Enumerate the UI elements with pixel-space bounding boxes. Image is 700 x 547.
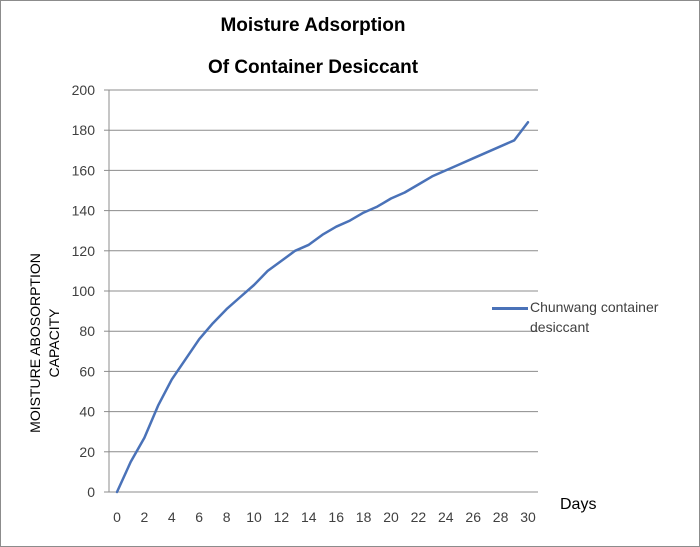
chart-title-line-1: Moisture Adsorption [220,15,406,36]
axes [104,89,538,493]
x-tick-label-12: 12 [274,509,290,525]
x-tick-label-8: 8 [223,509,231,525]
y-tick-label-0: 0 [87,484,95,500]
y-tick-label-40: 40 [79,404,95,420]
series-line-0 [115,120,530,494]
x-tick-label-6: 6 [195,509,203,525]
y-tick-label-180: 180 [72,122,96,138]
y-tick-label-120: 120 [72,243,96,259]
x-tick-label-22: 22 [411,509,427,525]
x-tick-label-18: 18 [356,509,372,525]
x-tick-label-30: 30 [520,509,536,525]
y-tick-label-100: 100 [72,283,96,299]
x-tick-label-28: 28 [493,509,509,525]
y-tick-label-200: 200 [72,82,96,98]
legend-swatch [492,307,528,310]
y-axis-title-line-1: MOISTURE ABOSORPTION [27,253,43,433]
y-tick-label-60: 60 [79,363,95,379]
y-tick-label-20: 20 [79,444,95,460]
y-axis-title: MOISTURE ABOSORPTION CAPACITY [27,253,62,433]
x-tick-label-0: 0 [113,509,121,525]
x-tick-label-16: 16 [328,509,344,525]
y-tick-labels: 0 20 40 60 80 100 120 140 160 180 200 [72,82,96,500]
series-lines [115,120,530,494]
y-tick-label-80: 80 [79,323,95,339]
y-tick-label-140: 140 [72,203,96,219]
x-tick-label-14: 14 [301,509,317,525]
legend-label: Chunwang container desiccant [530,299,659,335]
x-tick-label-20: 20 [383,509,399,525]
x-tick-label-10: 10 [246,509,262,525]
y-tick-label-160: 160 [72,162,96,178]
x-tick-label-4: 4 [168,509,176,525]
x-tick-labels: 0 2 4 6 8 10 12 14 16 18 20 22 24 26 28 30 [113,509,536,525]
x-axis-title: Days [560,496,596,513]
chart-title-line-2: Of Container Desiccant [207,57,419,78]
x-tick-label-26: 26 [465,509,481,525]
grid-lines [109,89,538,453]
x-tick-label-2: 2 [141,509,149,525]
y-axis-title-line-2: CAPACITY [46,308,62,378]
x-tick-label-24: 24 [438,509,454,525]
